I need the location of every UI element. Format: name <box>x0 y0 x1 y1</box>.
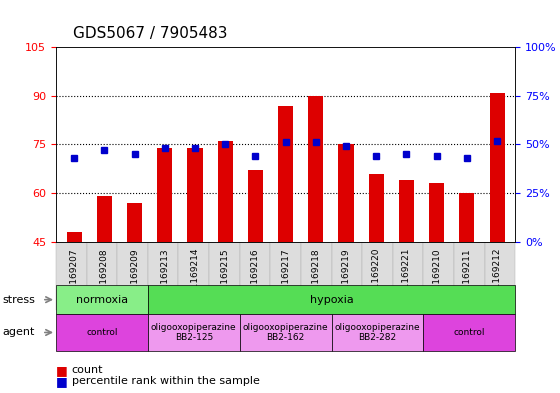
Text: normoxia: normoxia <box>76 295 128 305</box>
Text: percentile rank within the sample: percentile rank within the sample <box>72 376 259 386</box>
Bar <box>67 232 82 242</box>
Bar <box>97 196 112 242</box>
Text: oligooxopiperazine
BB2-282: oligooxopiperazine BB2-282 <box>335 323 420 342</box>
Text: ■: ■ <box>56 364 68 377</box>
Bar <box>368 174 384 242</box>
Text: count: count <box>72 365 103 375</box>
Bar <box>188 148 203 242</box>
Text: agent: agent <box>3 327 35 338</box>
Text: hypoxia: hypoxia <box>310 295 353 305</box>
Bar <box>157 148 172 242</box>
Text: control: control <box>454 328 485 337</box>
Bar <box>308 96 323 242</box>
Bar <box>489 93 505 242</box>
Text: oligooxopiperazine
BB2-162: oligooxopiperazine BB2-162 <box>243 323 328 342</box>
Text: ■: ■ <box>56 375 68 388</box>
Bar <box>459 193 474 242</box>
Bar <box>429 183 444 242</box>
Text: oligooxopiperazine
BB2-125: oligooxopiperazine BB2-125 <box>151 323 236 342</box>
Bar <box>127 203 142 242</box>
Text: stress: stress <box>3 295 36 305</box>
Bar <box>278 105 293 242</box>
Bar <box>399 180 414 242</box>
Text: control: control <box>86 328 118 337</box>
Bar <box>218 141 233 242</box>
Bar <box>248 171 263 242</box>
Bar <box>338 144 353 242</box>
Text: GDS5067 / 7905483: GDS5067 / 7905483 <box>73 26 227 40</box>
